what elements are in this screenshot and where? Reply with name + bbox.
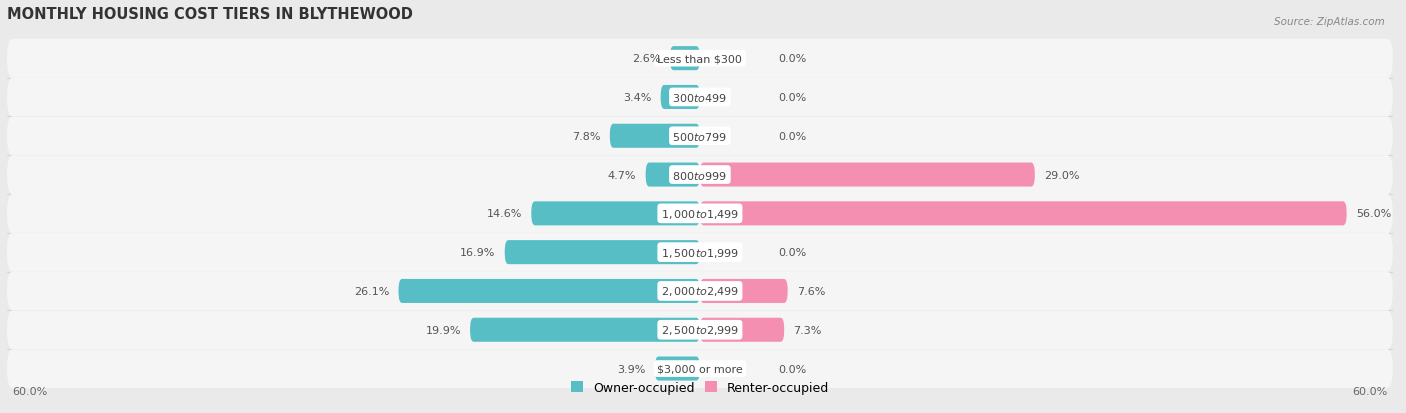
FancyBboxPatch shape [610,124,700,148]
Text: 56.0%: 56.0% [1355,209,1391,219]
FancyBboxPatch shape [7,311,1393,349]
FancyBboxPatch shape [531,202,700,226]
Text: 0.0%: 0.0% [779,131,807,141]
FancyBboxPatch shape [398,279,700,303]
Text: Source: ZipAtlas.com: Source: ZipAtlas.com [1274,17,1385,26]
Text: 3.9%: 3.9% [617,364,645,374]
Legend: Owner-occupied, Renter-occupied: Owner-occupied, Renter-occupied [565,376,834,399]
Text: 19.9%: 19.9% [426,325,461,335]
FancyBboxPatch shape [700,202,1347,226]
Text: $3,000 or more: $3,000 or more [657,364,742,374]
Text: $1,000 to $1,499: $1,000 to $1,499 [661,207,740,220]
Text: $800 to $999: $800 to $999 [672,169,727,181]
Text: 29.0%: 29.0% [1045,170,1080,180]
FancyBboxPatch shape [7,349,1393,388]
FancyBboxPatch shape [661,86,700,110]
FancyBboxPatch shape [470,318,700,342]
FancyBboxPatch shape [7,78,1393,117]
FancyBboxPatch shape [645,163,700,187]
FancyBboxPatch shape [655,357,700,381]
Text: 7.3%: 7.3% [793,325,823,335]
FancyBboxPatch shape [700,318,785,342]
Text: 7.8%: 7.8% [572,131,600,141]
Text: MONTHLY HOUSING COST TIERS IN BLYTHEWOOD: MONTHLY HOUSING COST TIERS IN BLYTHEWOOD [7,7,413,22]
FancyBboxPatch shape [7,40,1393,78]
FancyBboxPatch shape [7,233,1393,272]
Text: $2,500 to $2,999: $2,500 to $2,999 [661,323,740,337]
FancyBboxPatch shape [7,117,1393,156]
Text: 7.6%: 7.6% [797,286,825,296]
FancyBboxPatch shape [7,195,1393,233]
Text: 2.6%: 2.6% [633,54,661,64]
Text: 16.9%: 16.9% [460,247,495,258]
Text: 0.0%: 0.0% [779,54,807,64]
Text: Less than $300: Less than $300 [658,54,742,64]
Text: 4.7%: 4.7% [607,170,637,180]
FancyBboxPatch shape [7,156,1393,195]
FancyBboxPatch shape [700,279,787,303]
Text: 26.1%: 26.1% [354,286,389,296]
Text: $500 to $799: $500 to $799 [672,131,727,142]
FancyBboxPatch shape [7,272,1393,311]
FancyBboxPatch shape [505,240,700,265]
Text: $1,500 to $1,999: $1,500 to $1,999 [661,246,740,259]
Text: 60.0%: 60.0% [13,387,48,396]
Text: 0.0%: 0.0% [779,364,807,374]
Text: 0.0%: 0.0% [779,93,807,103]
Text: 60.0%: 60.0% [1351,387,1388,396]
FancyBboxPatch shape [700,163,1035,187]
Text: $300 to $499: $300 to $499 [672,92,727,104]
Text: 3.4%: 3.4% [623,93,651,103]
Text: $2,000 to $2,499: $2,000 to $2,499 [661,285,740,298]
Text: 0.0%: 0.0% [779,247,807,258]
Text: 14.6%: 14.6% [486,209,522,219]
FancyBboxPatch shape [669,47,700,71]
